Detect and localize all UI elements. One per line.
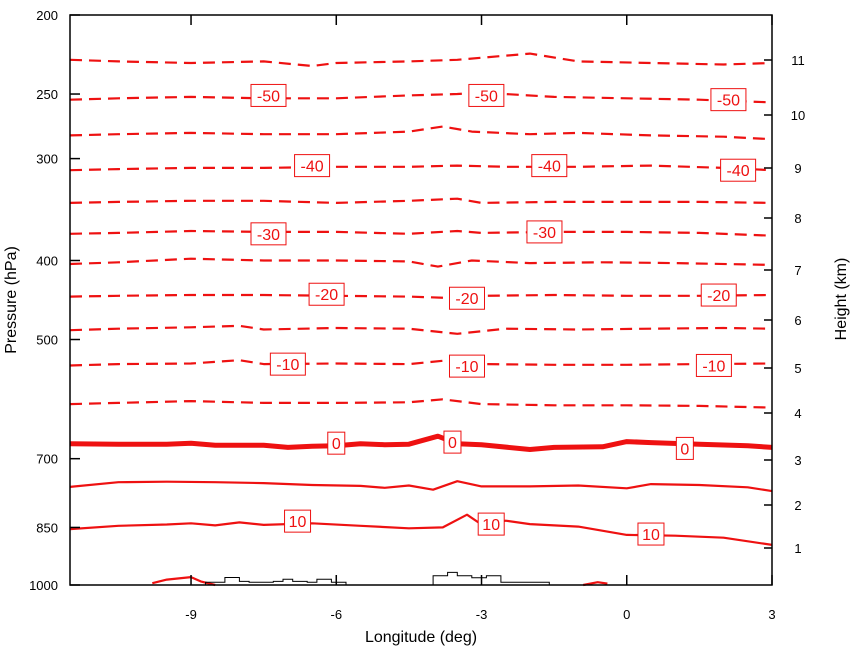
- contour-label-text: 10: [289, 514, 307, 531]
- contour-label-text: -10: [276, 357, 299, 374]
- pressure-tick-label: 1000: [29, 578, 58, 593]
- x-tick-label: -3: [476, 607, 488, 622]
- contour-label: -10: [269, 352, 306, 376]
- x-axis-title: Longitude (deg): [365, 629, 477, 646]
- height-tick-label: 9: [794, 161, 801, 176]
- x-tick-label: 0: [623, 607, 630, 622]
- contour-label: -10: [448, 354, 485, 378]
- contour-label-text: 10: [482, 517, 500, 534]
- contour-label: -30: [526, 220, 563, 244]
- x-tick-label: -6: [330, 607, 342, 622]
- contour-line: [69, 125, 773, 141]
- height-tick-label: 3: [794, 453, 801, 468]
- contour-label: -10: [695, 353, 732, 377]
- contour-label-text: -40: [538, 159, 561, 176]
- contour-line: [69, 229, 773, 237]
- contour-line: [69, 257, 773, 268]
- height-tick-label: 6: [794, 313, 801, 328]
- height-tick-label: 8: [794, 211, 801, 226]
- height-tick-label: 4: [794, 406, 801, 421]
- contour-line: [69, 52, 773, 68]
- pressure-tick-label: 300: [36, 152, 58, 167]
- contour-label: 10: [477, 512, 505, 536]
- pressure-tick-label: 850: [36, 520, 58, 535]
- contour-label-text: 10: [642, 527, 660, 544]
- height-tick-label: 2: [794, 498, 801, 513]
- terrain-outline: [205, 571, 550, 586]
- contour-label: -40: [531, 154, 568, 178]
- contour-label-text: -20: [455, 291, 478, 308]
- plot-frame: [69, 14, 773, 586]
- contour-line: [69, 398, 773, 409]
- contour-label: 10: [284, 509, 312, 533]
- terrain-layer: [205, 571, 550, 586]
- contour-line: [69, 480, 773, 493]
- height-tick-label: 5: [794, 361, 801, 376]
- height-tick-label: 1: [794, 541, 801, 556]
- contour-label: -50: [250, 83, 287, 107]
- x-tick-label: -9: [185, 607, 197, 622]
- pressure-tick-label: 700: [36, 452, 58, 467]
- pressure-tick-label: 250: [36, 87, 58, 102]
- contour-line: [582, 581, 608, 587]
- contour-label: -20: [448, 286, 485, 310]
- pressure-tick-label: 500: [36, 333, 58, 348]
- contour-label: -50: [710, 88, 747, 112]
- contour-label-text: -50: [257, 88, 280, 105]
- contour-label-text: -40: [301, 159, 324, 176]
- contour-label: -40: [720, 158, 757, 182]
- contour-label: 0: [443, 430, 462, 454]
- contour-label: 0: [327, 431, 346, 455]
- contour-label-text: 0: [448, 435, 457, 452]
- contour-line: [69, 293, 773, 300]
- contour-label-text: -20: [707, 288, 730, 305]
- contour-label: -30: [250, 222, 287, 246]
- contour-label-text: -10: [455, 359, 478, 376]
- contour-label: -20: [308, 282, 345, 306]
- contour-label: -20: [700, 283, 737, 307]
- y-axis-title-right: Height (km): [833, 258, 850, 341]
- contour-label: 0: [675, 436, 694, 460]
- contour-line: [69, 359, 773, 367]
- contour-label-text: -50: [717, 93, 740, 110]
- contour-line: [69, 513, 773, 546]
- contour-label-text: -30: [257, 227, 280, 244]
- contour-label-text: -10: [702, 358, 725, 375]
- height-tick-label: 11: [791, 53, 805, 68]
- contour-label: -50: [468, 83, 505, 107]
- axis-ticks: -9 -6 -3 0 320025030040050070085010001234567…: [29, 8, 805, 622]
- x-tick-label: 3: [768, 607, 775, 622]
- contour-label-text: -20: [315, 287, 338, 304]
- contour-line: [69, 197, 773, 204]
- contour-label-text: -40: [727, 163, 750, 180]
- contour-label: -40: [294, 154, 331, 178]
- contour-label-text: -50: [475, 88, 498, 105]
- height-tick-label: 10: [791, 108, 805, 123]
- contour-label: 10: [637, 522, 665, 546]
- pressure-tick-label: 200: [36, 8, 58, 23]
- contour-line: [69, 324, 773, 335]
- contour-line: [69, 164, 773, 172]
- y-axis-title-left: Pressure (hPa): [3, 246, 20, 354]
- contour-line: [69, 91, 773, 104]
- contour-label-text: 0: [680, 441, 689, 458]
- height-tick-label: 7: [794, 263, 801, 278]
- contours-layer: [69, 52, 773, 587]
- contour-label-text: -30: [533, 225, 556, 242]
- contour-labels-layer: -50 -50 -50 -40 -40 -40 -30 -30 -20 -20 -20 -10 -10 -…: [250, 83, 757, 546]
- contour-line: [69, 433, 773, 452]
- contour-label-text: 0: [332, 436, 341, 453]
- pressure-tick-label: 400: [36, 253, 58, 268]
